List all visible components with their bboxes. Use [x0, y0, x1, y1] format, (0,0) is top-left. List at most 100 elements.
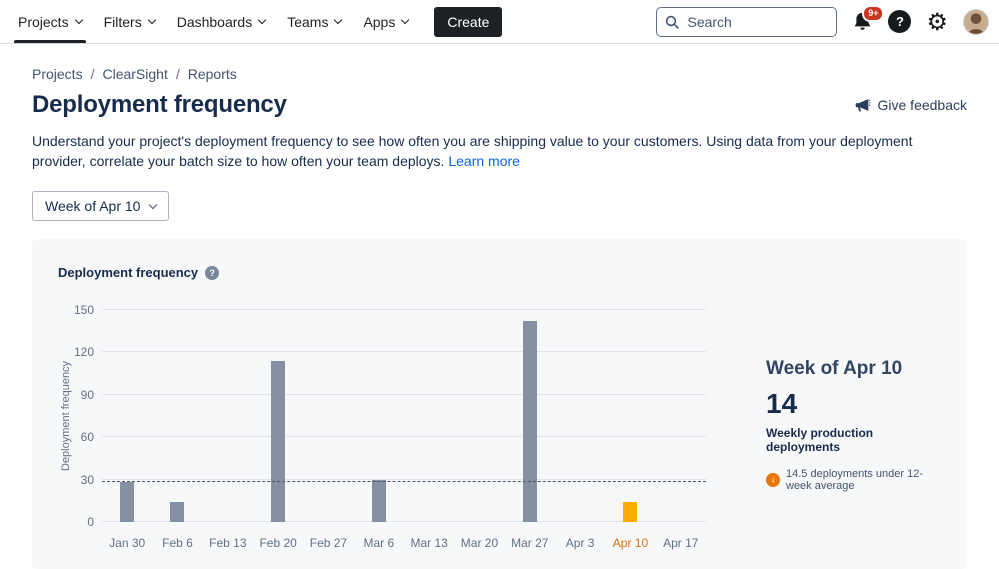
- summary-value: 14: [766, 388, 798, 419]
- chevron-down-icon: [401, 15, 410, 25]
- x-tick-label: Mar 20: [460, 536, 499, 550]
- x-tick-label: Feb 6: [162, 536, 193, 550]
- week-selector-label: Week of Apr 10: [45, 198, 141, 214]
- nav-item-dashboards[interactable]: Dashboards: [171, 0, 272, 43]
- bar-mar-27[interactable]: [522, 321, 537, 522]
- breadcrumb-clearsight[interactable]: ClearSight: [102, 66, 168, 82]
- y-tick-label: 0: [87, 515, 94, 529]
- x-tick-label: Apr 17: [663, 536, 699, 550]
- x-tick-label: Mar 27: [511, 536, 549, 550]
- chevron-down-icon: [149, 200, 158, 210]
- nav-item-apps[interactable]: Apps: [357, 0, 414, 43]
- nav-item-label: Filters: [103, 13, 142, 30]
- nav-item-label: Projects: [18, 13, 69, 30]
- gridline: [102, 436, 706, 438]
- top-navigation-bar: Projects Filters Dashboards Teams Apps Creat…: [0, 0, 999, 44]
- nav-item-label: Apps: [363, 13, 396, 30]
- nav-item-filters[interactable]: Filters: [98, 0, 161, 43]
- x-tick-label: Feb 20: [259, 536, 297, 550]
- y-tick-label: 90: [80, 387, 94, 402]
- bar-slot: [404, 310, 454, 522]
- bar-slot: [152, 310, 202, 522]
- breadcrumb: Projects / ClearSight / Reports: [32, 66, 967, 82]
- avatar[interactable]: [963, 8, 989, 35]
- breadcrumb-separator: /: [175, 66, 180, 82]
- deployment-frequency-chart: Deployment frequency 0 30 60 90 120 150 Jan 3…: [58, 298, 708, 554]
- breadcrumb-reports[interactable]: Reports: [187, 66, 237, 82]
- bar-slot: [605, 310, 655, 522]
- y-tick-label: 60: [80, 430, 94, 445]
- bar-slot: [354, 310, 404, 522]
- breadcrumb-projects[interactable]: Projects: [32, 66, 83, 82]
- bar-slot: [102, 310, 152, 522]
- y-tick-label: 150: [73, 303, 94, 317]
- bars: [102, 310, 706, 522]
- gridline: [102, 393, 706, 395]
- chevron-down-icon: [334, 15, 343, 25]
- search-input[interactable]: [656, 6, 838, 37]
- question-icon: ?: [896, 14, 904, 29]
- gridline: [102, 478, 706, 480]
- bar-slot: [656, 310, 706, 522]
- bar-slot: [203, 310, 253, 522]
- search-icon: [666, 15, 680, 29]
- gear-icon: ⚙: [926, 7, 948, 36]
- chart-title: Deployment frequency: [58, 265, 199, 280]
- y-tick-label: 30: [80, 472, 94, 487]
- chart-title-row: Deployment frequency ?: [58, 265, 941, 280]
- give-feedback-label: Give feedback: [877, 97, 968, 113]
- bar-slot: [555, 310, 605, 522]
- summary-label: Weekly production deployments: [766, 426, 874, 454]
- breadcrumb-separator: /: [90, 66, 95, 82]
- nav-items: Projects Filters Dashboards Teams Apps: [12, 0, 424, 43]
- bar-jan-30[interactable]: [120, 482, 135, 522]
- help-button[interactable]: ?: [888, 10, 912, 33]
- gridline: [102, 309, 706, 310]
- summary-note-row: ↓ 14.5 deployments under 12-week average: [766, 468, 941, 492]
- chart-card: Deployment frequency ? Deployment freque…: [32, 239, 967, 569]
- gridline: [102, 351, 706, 353]
- x-tick-label: Jan 30: [109, 536, 146, 550]
- learn-more-link[interactable]: Learn more: [448, 153, 520, 169]
- title-row: Deployment frequency Give feedback: [32, 91, 967, 119]
- x-tick-label: Apr 10: [612, 536, 649, 550]
- week-selector[interactable]: Week of Apr 10: [32, 191, 170, 221]
- bar-slot: [505, 310, 555, 522]
- main-content: Projects / ClearSight / Reports Deployment f…: [0, 66, 999, 569]
- bar-slot: [454, 310, 504, 522]
- summary-title: Week of Apr 10: [766, 358, 903, 379]
- x-tick-label: Mar 6: [363, 536, 395, 550]
- settings-button[interactable]: ⚙: [926, 10, 948, 34]
- x-tick-label: Feb 27: [309, 536, 348, 550]
- chevron-down-icon: [147, 15, 156, 25]
- bar-mar-6[interactable]: [371, 479, 386, 522]
- notification-badge: 9+: [862, 5, 885, 22]
- create-button[interactable]: Create: [434, 6, 503, 37]
- page-description: Understand your project's deployment fre…: [32, 131, 967, 171]
- help-icon[interactable]: ?: [205, 265, 220, 280]
- x-tick-label: Feb 13: [209, 536, 247, 550]
- nav-item-label: Teams: [287, 13, 329, 30]
- y-tick-label: 120: [73, 345, 94, 360]
- notifications-button[interactable]: 9+: [852, 5, 885, 32]
- y-axis-label: Deployment frequency: [60, 360, 72, 472]
- give-feedback-button[interactable]: Give feedback: [854, 97, 968, 114]
- page-title: Deployment frequency: [32, 91, 287, 118]
- bar-slot: [253, 310, 303, 522]
- chevron-down-icon: [257, 15, 267, 25]
- bar-feb-20[interactable]: [271, 360, 286, 522]
- nav-item-teams[interactable]: Teams: [281, 0, 347, 43]
- week-summary-panel: Week of Apr 10 14 Weekly production depl…: [766, 280, 941, 554]
- plot-area: 0 30 60 90 120 150: [74, 303, 706, 529]
- under-average-icon: ↓: [766, 473, 780, 487]
- bar-slot: [303, 310, 353, 522]
- gridline: [102, 521, 706, 522]
- x-axis-labels: Jan 30 Feb 6 Feb 13 Feb 20 Feb 27 Mar 6 Mar 13…: [102, 536, 706, 550]
- x-tick-label: Mar 13: [410, 536, 448, 550]
- chevron-down-icon: [74, 15, 83, 25]
- nav-item-projects[interactable]: Projects: [12, 0, 88, 43]
- bar-apr-10[interactable]: [623, 502, 638, 522]
- description-text: Understand your project's deployment fre…: [32, 133, 913, 169]
- summary-note: 14.5 deployments under 12-week average: [786, 468, 923, 492]
- bar-feb-6[interactable]: [170, 502, 185, 522]
